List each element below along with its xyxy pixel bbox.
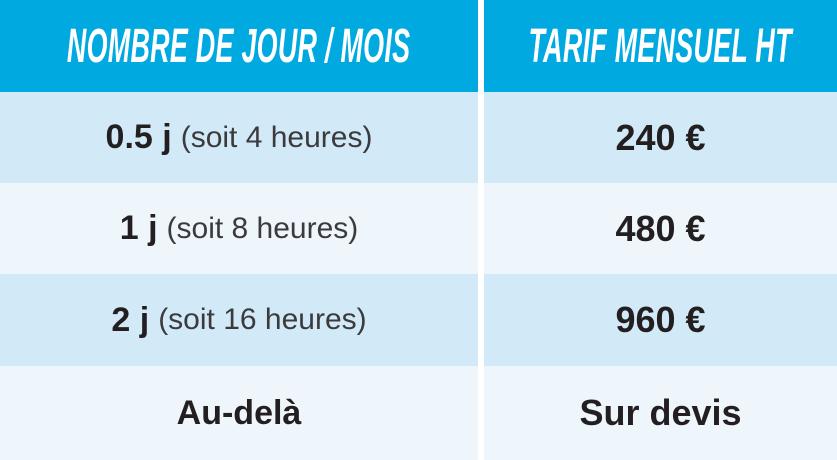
days-value: 2 j	[111, 300, 150, 339]
price-value: 480 €	[615, 207, 706, 249]
price-value: 240 €	[615, 116, 706, 158]
table-row: 0.5 j (soit 4 heures) 240 €	[0, 92, 837, 183]
price-cell: 480 €	[484, 183, 837, 274]
days-value: Au-delà	[176, 393, 302, 432]
price-cell: 960 €	[484, 274, 837, 366]
header-label-days: NOMBRE DE JOUR / MOIS	[67, 19, 411, 73]
price-value: Sur devis	[579, 392, 742, 433]
price-value: 960 €	[615, 299, 706, 340]
days-detail: (soit 8 heures)	[166, 211, 359, 245]
days-cell: 1 j (soit 8 heures)	[0, 183, 478, 274]
table-row: Au-delà Sur devis	[0, 366, 837, 460]
days-cell: Au-delà	[0, 366, 478, 460]
days-cell: 2 j (soit 16 heures)	[0, 274, 478, 366]
header-label-tarif: TARIF MENSUEL HT	[528, 19, 793, 73]
days-value: 0.5 j	[105, 118, 172, 156]
days-value: 1 j	[119, 209, 158, 247]
header-cell-tarif: TARIF MENSUEL HT	[484, 0, 837, 92]
table-row: 1 j (soit 8 heures) 480 €	[0, 183, 837, 274]
days-detail: (soit 16 heures)	[158, 303, 367, 336]
header-cell-days: NOMBRE DE JOUR / MOIS	[0, 0, 478, 92]
price-cell: 240 €	[484, 92, 837, 183]
table-row: 2 j (soit 16 heures) 960 €	[0, 274, 837, 366]
days-cell: 0.5 j (soit 4 heures)	[0, 92, 478, 183]
table-header-row: NOMBRE DE JOUR / MOIS TARIF MENSUEL HT	[0, 0, 837, 92]
days-detail: (soit 4 heures)	[180, 120, 373, 154]
price-cell: Sur devis	[484, 366, 837, 460]
